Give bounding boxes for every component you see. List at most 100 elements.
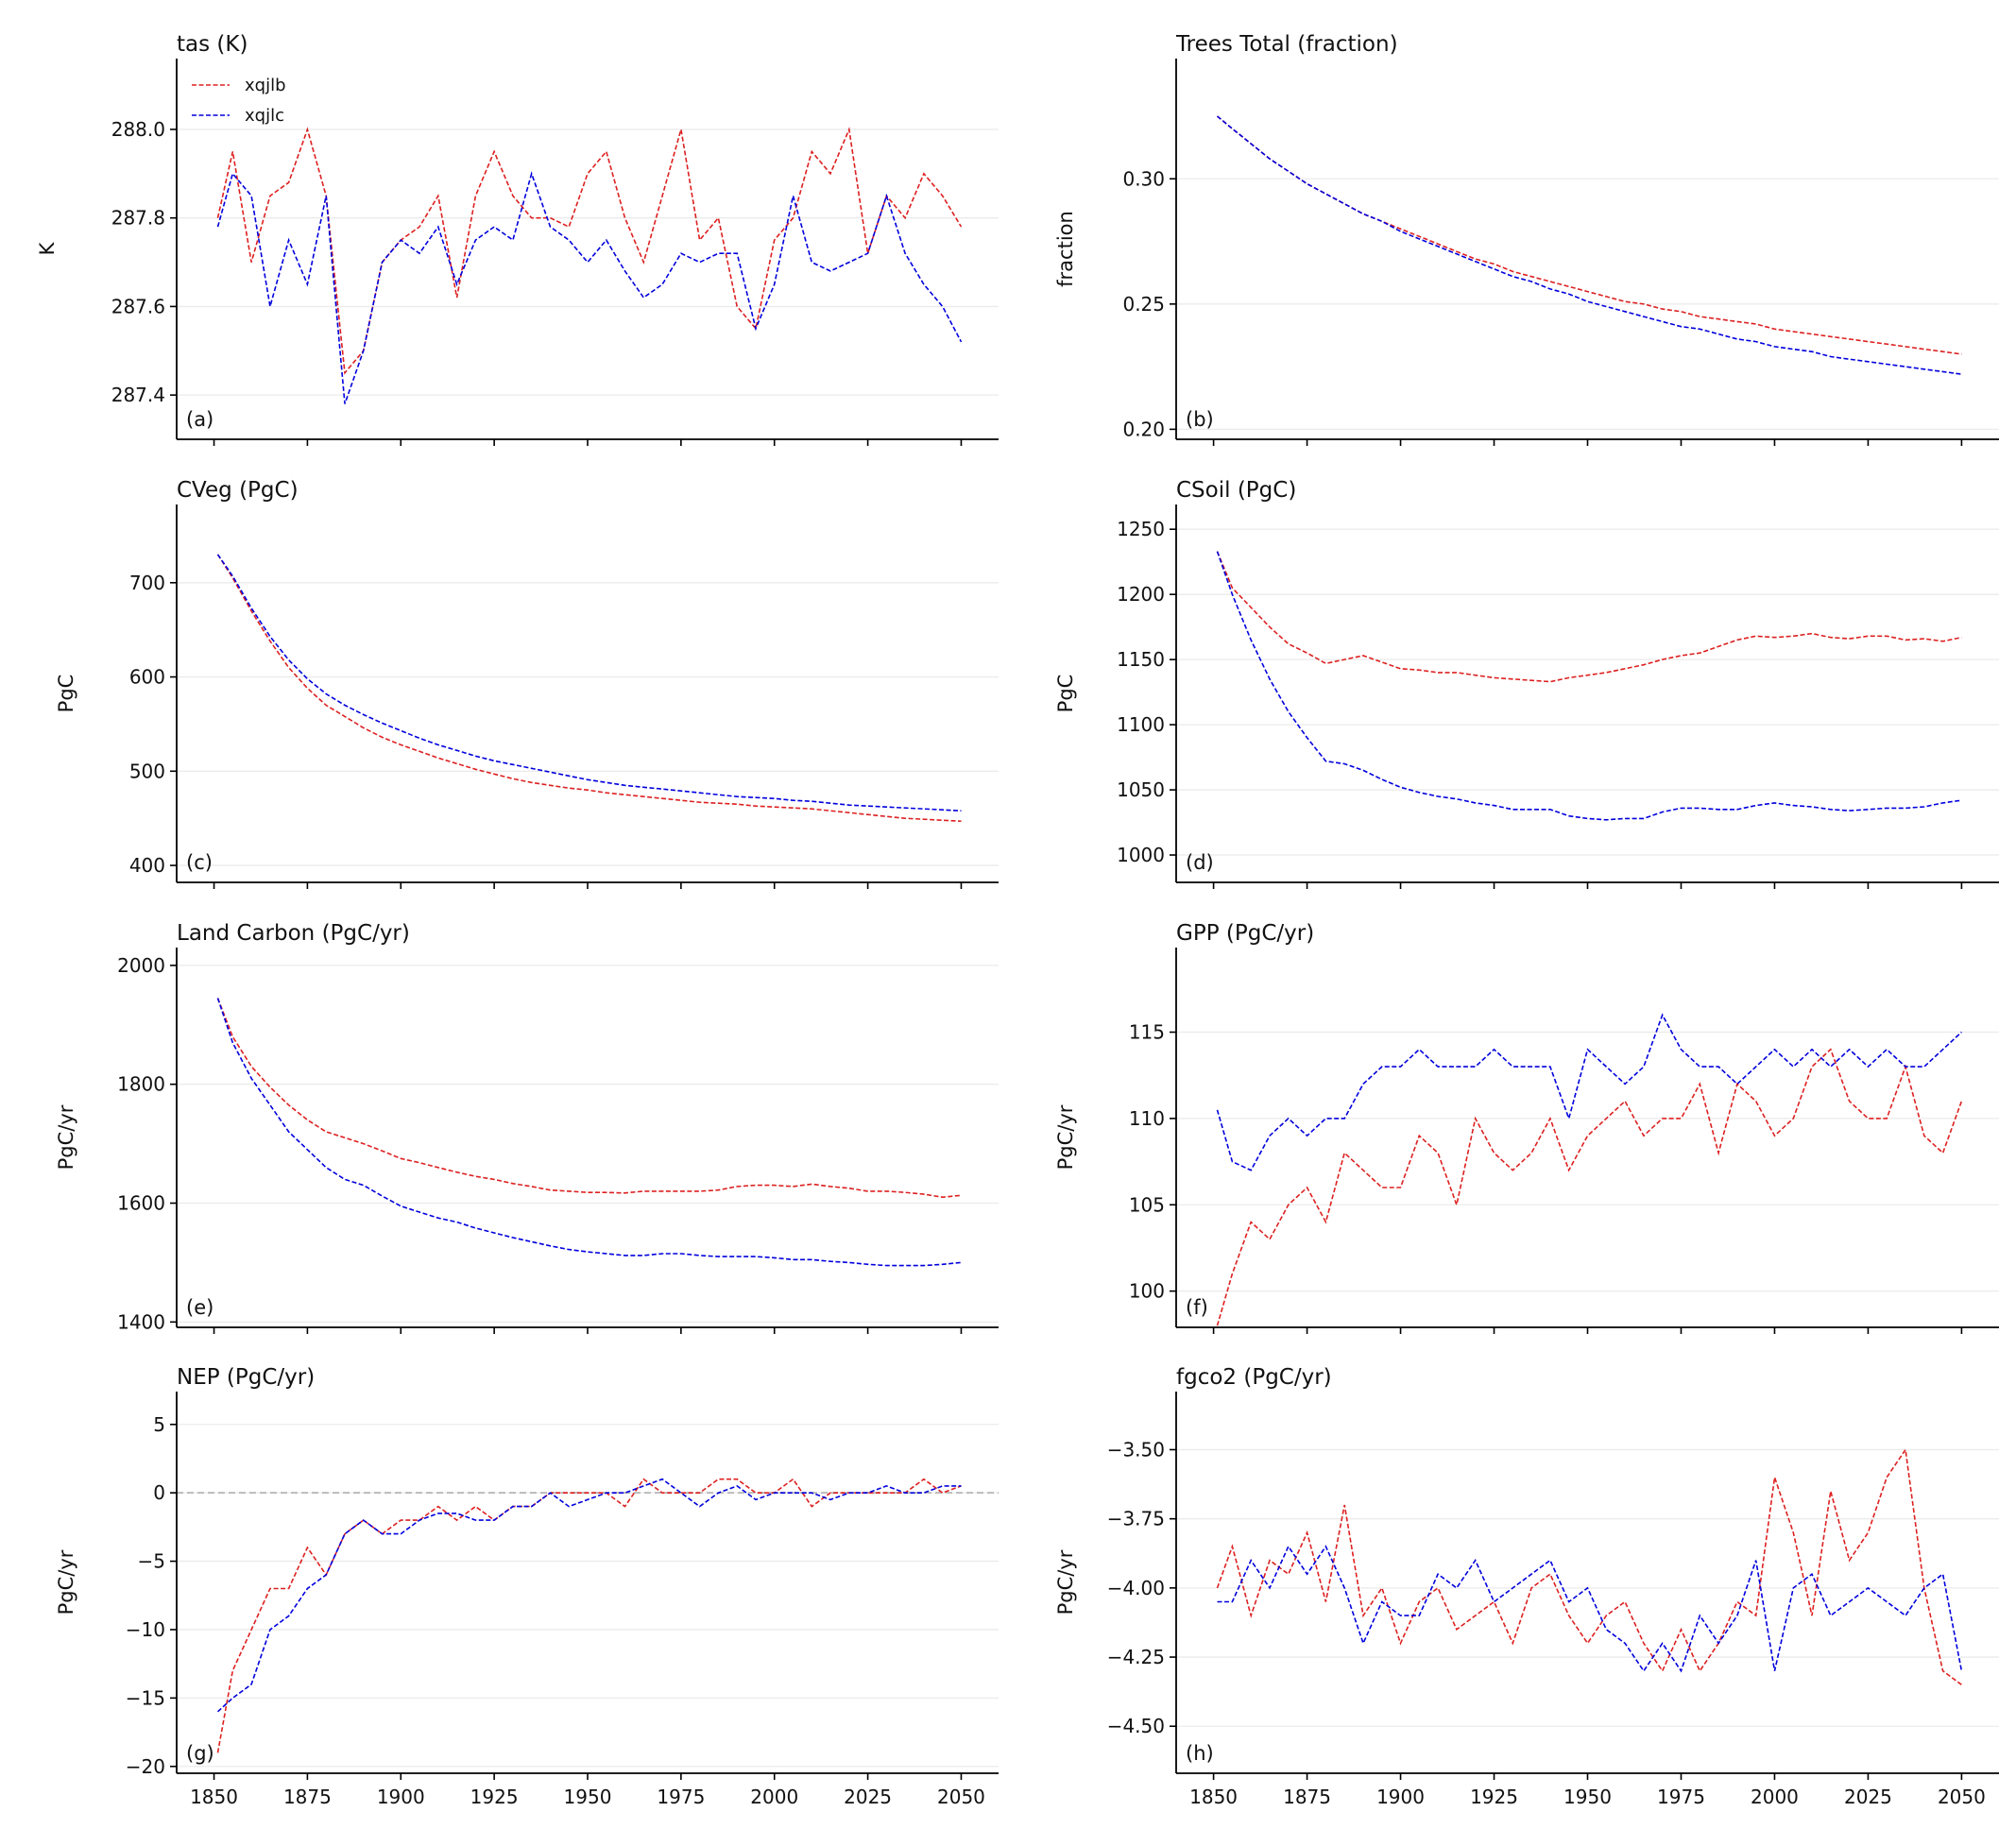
y-tick-label: 2000 <box>117 954 165 977</box>
y-tick-label: −4.50 <box>1107 1715 1165 1737</box>
y-tick-label: 1800 <box>117 1073 165 1096</box>
x-tick-label: 1925 <box>1470 1786 1518 1808</box>
y-tick-label: 100 <box>1129 1280 1165 1303</box>
y-tick-label: 287.6 <box>111 295 165 317</box>
y-tick-label: 0.25 <box>1122 293 1165 316</box>
y-tick-label: 600 <box>129 666 165 689</box>
x-tick-label: 1850 <box>1189 1786 1238 1808</box>
series-line-xqjlb <box>1216 1447 1962 1685</box>
panel-d: 1000 1050 1100 1150 1200 1250 CSoil (PgC) PgC (d… <box>1054 478 1999 889</box>
y-tick-label: 0.20 <box>1122 418 1165 440</box>
panel-title: GPP (PgC/yr) <box>1176 921 1314 946</box>
x-tick-label: 1875 <box>1283 1786 1331 1808</box>
panel-letter: (c) <box>186 851 213 874</box>
y-axis-label: K <box>36 241 59 255</box>
x-tick-label: 2000 <box>1751 1786 1799 1808</box>
series-line-xqjlb <box>1216 1048 1963 1326</box>
y-tick-label: −3.50 <box>1107 1438 1165 1461</box>
series-line-xqjlb <box>1216 115 1962 355</box>
y-tick-label: 287.4 <box>111 384 165 406</box>
y-tick-label: 1600 <box>117 1192 165 1215</box>
panel-h: −4.50 −4.25 −4.00 −3.75 −3.50 1850 1875 1900 192… <box>1054 1365 1999 1808</box>
series-line-xqjlb <box>216 554 962 822</box>
series-line-xqjlc <box>216 554 962 812</box>
series-line-xqjlc <box>216 1478 962 1713</box>
series-line-xqjlb <box>216 1478 962 1753</box>
y-tick-label: 0.30 <box>1122 167 1165 190</box>
y-tick-label: −4.25 <box>1107 1646 1165 1668</box>
y-tick-label: 1250 <box>1117 518 1165 540</box>
y-axis-label: PgC/yr <box>1054 1104 1077 1170</box>
y-tick-label: 1150 <box>1117 648 1165 671</box>
series-line-xqjlc <box>216 998 962 1267</box>
y-tick-label: 1200 <box>1117 583 1165 606</box>
panel-title: Land Carbon (PgC/yr) <box>177 921 410 946</box>
x-tick-label: 1850 <box>190 1786 238 1808</box>
series-line-xqjlb <box>216 998 962 1199</box>
y-tick-label: 1050 <box>1117 778 1165 801</box>
y-tick-label: 105 <box>1129 1193 1165 1216</box>
panel-title: Trees Total (fraction) <box>1175 32 1398 57</box>
legend: xqjlb xqjlc <box>192 76 286 126</box>
x-tick-label: 2000 <box>750 1786 798 1808</box>
y-tick-label: 0 <box>153 1481 165 1504</box>
x-tick-label: 1950 <box>564 1786 612 1808</box>
panel-title: fgco2 (PgC/yr) <box>1176 1365 1332 1390</box>
panel-letter: (h) <box>1186 1742 1214 1765</box>
x-tick-label: 2025 <box>1844 1786 1892 1808</box>
y-axis-label: PgC <box>55 675 77 713</box>
x-tick-label: 1950 <box>1563 1786 1612 1808</box>
y-axis-label: PgC/yr <box>55 1104 77 1170</box>
panel-letter: (e) <box>186 1296 214 1319</box>
legend-label: xqjlc <box>245 106 284 126</box>
panel-letter: (g) <box>186 1742 214 1765</box>
y-tick-label: 287.8 <box>111 207 165 230</box>
panel-title: tas (K) <box>177 32 248 57</box>
series-line-xqjlc <box>1216 551 1962 821</box>
panel-f: 100 105 110 115 GPP (PgC/yr) PgC/yr (f) <box>1054 921 1999 1334</box>
x-tick-label: 1875 <box>283 1786 332 1808</box>
y-tick-label: 288.0 <box>111 118 165 141</box>
y-tick-label: −4.00 <box>1107 1577 1165 1599</box>
y-axis-label: PgC <box>1054 675 1077 713</box>
series-line-xqjlc <box>1216 115 1962 375</box>
y-tick-label: 400 <box>129 854 165 877</box>
series-line-xqjlc <box>1216 1013 1962 1171</box>
legend-label: xqjlb <box>245 76 286 95</box>
x-tick-label: 1900 <box>1376 1786 1425 1808</box>
y-tick-label: 1400 <box>117 1310 165 1333</box>
y-tick-label: 1100 <box>1117 713 1165 736</box>
y-tick-label: −10 <box>126 1618 165 1641</box>
panel-letter: (f) <box>1186 1296 1208 1319</box>
panel-title: NEP (PgC/yr) <box>177 1365 315 1390</box>
y-tick-label: 1000 <box>1117 844 1165 866</box>
x-tick-label: 1975 <box>1657 1786 1705 1808</box>
series-line-xqjlb <box>216 127 963 375</box>
y-tick-label: −20 <box>126 1755 165 1778</box>
x-tick-label: 2050 <box>1938 1786 1986 1808</box>
x-tick-label: 2025 <box>844 1786 892 1808</box>
panel-letter: (d) <box>1186 851 1214 874</box>
y-tick-label: 5 <box>153 1413 165 1436</box>
panel-g: −20 −15 −10 −5 0 5 1850 1875 1900 1925 1950 1975 200… <box>55 1365 999 1808</box>
y-tick-label: −5 <box>138 1550 165 1573</box>
y-tick-label: 700 <box>129 572 165 594</box>
panel-letter: (a) <box>186 408 214 431</box>
panel-title: CVeg (PgC) <box>177 478 299 503</box>
x-tick-label: 1975 <box>657 1786 705 1808</box>
panel-letter: (b) <box>1186 408 1214 431</box>
series-line-xqjlb <box>1216 551 1962 683</box>
series-line-xqjlc <box>216 171 963 404</box>
y-tick-label: 115 <box>1129 1021 1165 1044</box>
x-tick-label: 2050 <box>937 1786 985 1808</box>
y-tick-label: −15 <box>126 1686 165 1709</box>
panel-c: 400 500 600 700 CVeg (PgC) PgC (c) <box>55 478 999 889</box>
y-axis-label: PgC/yr <box>55 1549 77 1615</box>
panel-title: CSoil (PgC) <box>1176 478 1296 503</box>
series-line-xqjlc <box>1217 1545 1963 1673</box>
y-axis-label: PgC/yr <box>1054 1549 1077 1615</box>
x-tick-label: 1900 <box>377 1786 425 1808</box>
panel-b: 0.20 0.25 0.30 Trees Total (fraction) fracti… <box>1054 32 1999 446</box>
